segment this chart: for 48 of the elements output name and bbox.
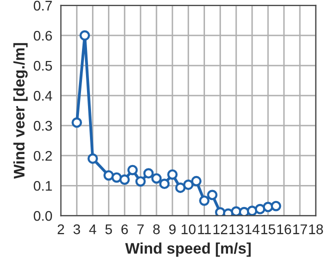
x-tick-label: 7 [137,224,144,234]
x-tick-label: 4 [89,224,96,234]
x-tick-label: 3 [73,224,80,234]
x-tick-label: 15 [261,224,276,234]
y-tick-label: 0.4 [34,90,52,101]
x-tick-label: 14 [245,224,260,234]
point [111,172,122,183]
point [151,173,162,184]
point [127,164,138,176]
y-tick-label: 0.3 [34,120,52,131]
x-axis-title: Wind speed [m/s] [125,242,251,257]
x-tick-label: 2 [58,224,64,234]
point [135,176,146,187]
y-tick-label: 0.5 [34,60,52,71]
point [175,182,186,193]
point [191,176,202,186]
x-tick-label: 13 [229,224,244,234]
y-tick-label: 0.6 [34,30,52,41]
y-tick-label: 0.7 [34,0,52,11]
y-tick-label: 0.2 [34,150,52,161]
point [88,153,98,164]
x-tick-label: 11 [198,224,211,234]
point [246,206,258,216]
point [143,168,154,179]
point [72,117,82,128]
x-tick-label: 10 [182,224,196,234]
x-tick-label: 18 [309,224,323,234]
point [254,204,266,214]
point [262,202,274,212]
point [207,190,218,200]
point [183,180,194,190]
point [199,195,210,206]
x-tick-label: 6 [121,224,128,234]
x-tick-label: 9 [169,224,176,234]
x-tick-label: 16 [277,224,292,234]
x-tick-label: 8 [153,224,160,234]
point [119,174,130,185]
y-tick-label: 0.0 [34,211,52,221]
point [103,170,114,181]
x-tick-label: 12 [214,224,228,234]
point [167,169,178,180]
point [270,200,282,212]
point [80,30,90,41]
y-axis-title: Wind veer [deg./m] [13,43,28,179]
y-tick-label: 0.1 [34,180,52,191]
x-tick-label: 5 [105,224,112,234]
point [159,178,170,190]
x-tick-label: 17 [293,224,307,234]
